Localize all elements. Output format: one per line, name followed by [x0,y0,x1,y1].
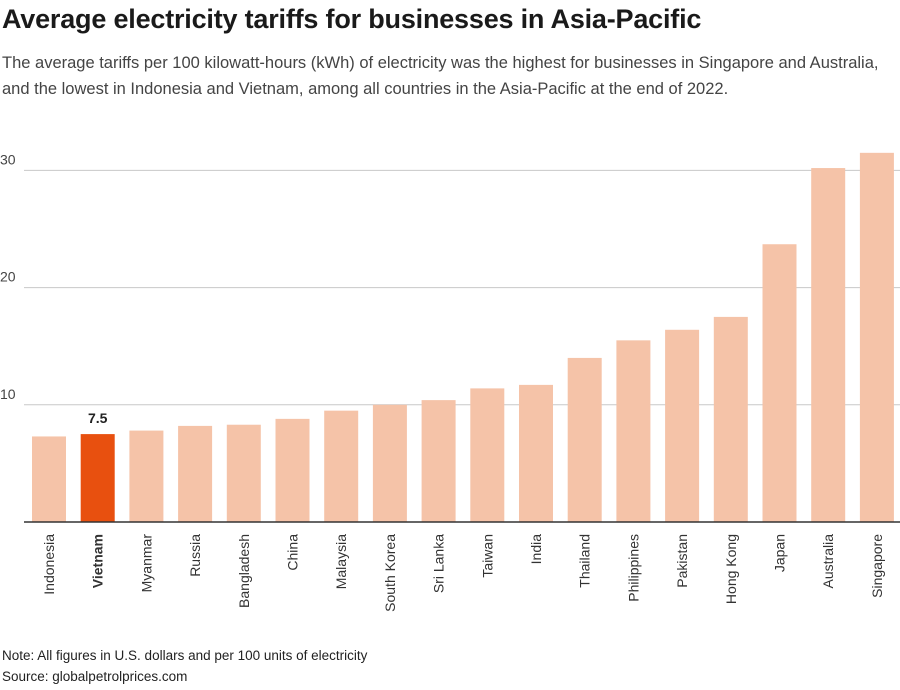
x-tick-label: Indonesia [41,534,57,595]
bar [811,168,846,522]
x-tick-label: Philippines [625,534,641,602]
bar [762,244,797,522]
bar [275,418,310,522]
x-tick-label: South Korea [382,534,398,612]
x-tick-label: Thailand [577,534,593,588]
bar-chart: 10 20 30 Indonesia Vietnam Myanmar Russia Bangl… [0,151,900,612]
x-tick-label: Japan [772,534,788,572]
footnote: Note: All figures in U.S. dollars and pe… [2,648,368,663]
y-tick-label: 20 [0,269,16,285]
x-tick-label: Vietnam [90,534,106,588]
chart-title: Average electricity tariffs for business… [2,4,702,34]
x-tick-label: Australia [820,534,836,589]
x-tick-label: Singapore [869,534,885,598]
x-tick-label: Taiwan [479,534,495,578]
x-tick-label: Russia [187,534,203,577]
y-tick-label: 10 [0,386,16,402]
bar [324,410,359,522]
y-tick-label: 30 [0,151,16,167]
x-tick-label: Hong Kong [723,534,739,604]
x-tick-label: Bangladesh [236,534,252,608]
bar [32,436,66,522]
x-tick-label: Pakistan [674,534,690,588]
x-tick-label: China [285,534,301,571]
bar [226,424,261,522]
bar [567,357,602,522]
source-note: Source: globalpetrolprices.com [2,669,188,684]
bar [616,340,651,522]
x-tick-label: Myanmar [138,534,154,593]
bar [859,152,894,522]
x-tick-label: India [528,534,544,565]
bar [470,388,505,522]
bar [372,404,407,522]
bar [713,316,748,522]
chart-subtitle: The average tariffs per 100 kilowatt-hou… [2,54,879,98]
bar [129,430,164,522]
x-tick-label: Sri Lanka [431,534,447,593]
bar [519,384,553,522]
data-label: 7.5 [88,410,108,426]
bar [665,329,700,522]
x-tick-label: Malaysia [333,534,349,589]
bar [178,425,213,522]
bar [80,434,115,522]
bar [421,400,456,522]
